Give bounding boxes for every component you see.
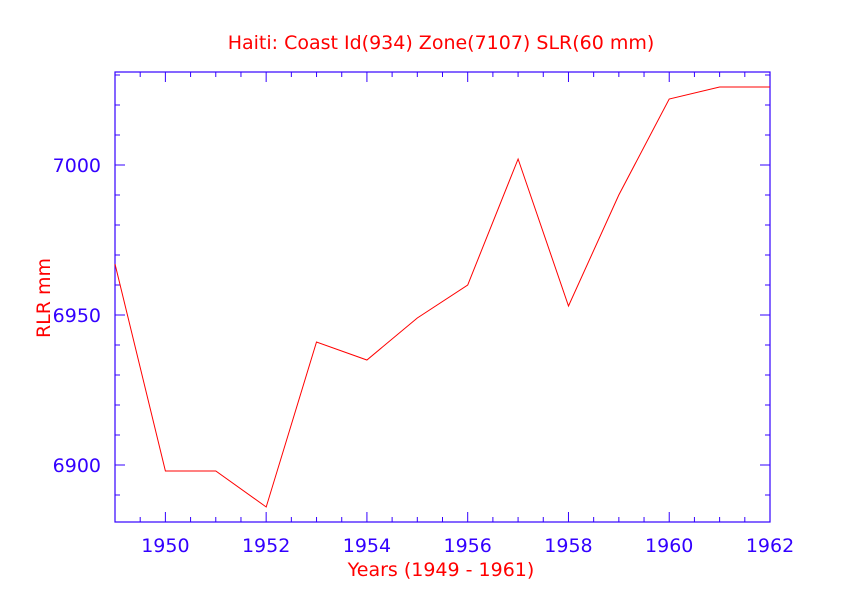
axes <box>114 71 771 523</box>
x-tick-label: 1952 <box>242 535 290 557</box>
y-tick-label: 7000 <box>53 155 101 177</box>
rlr-series-line <box>114 86 770 508</box>
x-tick-label: 1950 <box>141 535 189 557</box>
y-tick-label: 6900 <box>53 455 101 477</box>
x-axis-label: Years (1949 - 1961) <box>347 559 535 581</box>
x-tick-label: 1960 <box>645 535 693 557</box>
x-tick-label: 1958 <box>544 535 592 557</box>
y-tick-label: 6950 <box>53 305 101 327</box>
x-tick-label: 1962 <box>746 535 794 557</box>
x-tick-label: 1954 <box>343 535 391 557</box>
y-axis-label: RLR mm <box>33 258 55 338</box>
x-tick-label: 1956 <box>444 535 492 557</box>
tick-labels: 1950 1952 1954 1956 1958 1960 1962 6900 6950 7000 <box>53 155 795 557</box>
ticks <box>114 72 771 522</box>
chart-title: Haiti: Coast Id(934) Zone(7107) SLR(60 m… <box>228 32 655 54</box>
series <box>114 86 770 508</box>
plot-frame <box>114 71 771 523</box>
